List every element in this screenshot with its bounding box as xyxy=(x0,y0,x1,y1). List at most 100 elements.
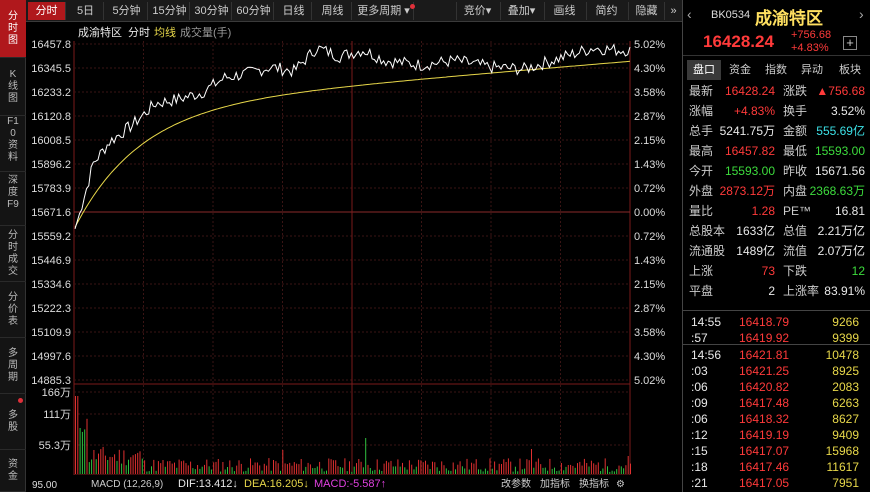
pct-tick-label: 3.58% xyxy=(634,327,665,339)
volume-bar xyxy=(109,456,111,474)
overlay-label: 叠加 xyxy=(507,5,530,17)
volume-bar xyxy=(346,471,348,474)
sidebar-item-7[interactable]: 多股 xyxy=(0,394,26,450)
volume-bar xyxy=(577,463,578,474)
volume-bar xyxy=(183,460,185,474)
volume-bar xyxy=(180,461,182,474)
volume-bar xyxy=(174,462,175,474)
period-5min[interactable]: 5分钟 xyxy=(106,2,148,20)
more-periods-dropdown[interactable]: 更多周期 ▾ xyxy=(354,2,414,20)
tick-volume: 7951 xyxy=(832,476,859,490)
volume-bar xyxy=(494,461,496,474)
volume-bar xyxy=(326,470,327,474)
volume-bar xyxy=(298,464,300,474)
overlay-dropdown[interactable]: 叠加▾ xyxy=(500,2,542,20)
period-week[interactable]: 周线 xyxy=(314,2,352,20)
volume-bar xyxy=(289,462,291,474)
period-day[interactable]: 日线 xyxy=(276,2,312,20)
sidebar-item-0[interactable]: 分时图 xyxy=(0,0,26,58)
volume-bar xyxy=(558,470,560,474)
current-price: 16428.24 xyxy=(703,32,774,51)
auction-dropdown[interactable]: 竞价▾ xyxy=(456,2,498,20)
volume-bar xyxy=(588,466,590,474)
sidebar-item-4[interactable]: 分时成交 xyxy=(0,226,26,282)
volume-bar xyxy=(93,450,95,474)
tick-price: 16420.82 xyxy=(739,380,790,394)
panel-tabs: 盘口 资金 指数 异动 板块 xyxy=(683,60,870,80)
macd-value: MACD:-5.587↑ xyxy=(314,478,386,490)
volume-bar xyxy=(164,466,166,474)
volume-bar xyxy=(514,466,516,474)
sidebar-item-8[interactable]: 资金 xyxy=(0,450,26,492)
legend-index-name: 成渝特区 xyxy=(78,25,122,39)
volume-bar xyxy=(438,470,440,474)
volume-bar xyxy=(625,465,627,474)
volume-bar xyxy=(551,468,553,474)
stats-table: 最新 16428.24 涨跌 ▲756.68 涨幅 +4.83% 换手 3.52% 总手 5241… xyxy=(683,82,870,310)
period-15min[interactable]: 15分钟 xyxy=(150,2,190,20)
volume-bar xyxy=(404,467,406,474)
period-30min[interactable]: 30分钟 xyxy=(192,2,232,20)
forward-chevron-icon[interactable]: › xyxy=(859,6,864,22)
switch-indicator-link[interactable]: 换指标 xyxy=(579,477,609,490)
volume-bar xyxy=(475,459,477,474)
draw-line-button[interactable]: 画线 xyxy=(544,2,584,20)
intraday-chart[interactable]: 16457.8 5.02% 16345.5 4.30% 16233.2 3.58% 1612… xyxy=(26,22,682,492)
macd-axis-label: 95.00 xyxy=(32,480,57,491)
volume-bar xyxy=(88,462,90,474)
tab-3[interactable]: 异动 xyxy=(801,64,823,76)
pct-tick-label: 5.02% xyxy=(634,375,665,387)
period-5day[interactable]: 5日 xyxy=(68,2,104,20)
tick-volume: 8627 xyxy=(832,412,859,426)
sidebar-item-6[interactable]: 多周期 xyxy=(0,338,26,394)
volume-bar xyxy=(512,471,514,474)
tab-0[interactable]: 盘口 xyxy=(687,60,721,80)
volume-bar xyxy=(620,466,622,474)
volume-bar xyxy=(91,459,93,474)
tick-price: 16421.81 xyxy=(739,348,790,362)
sidebar-item-5[interactable]: 分价表 xyxy=(0,282,26,338)
sidebar-item-3[interactable]: 深度F9 xyxy=(0,172,26,226)
volume-bar xyxy=(167,461,169,474)
tab-1[interactable]: 资金 xyxy=(729,64,751,76)
volume-bar xyxy=(455,469,456,474)
add-watchlist-icon[interactable]: + xyxy=(843,36,857,50)
sidebar-item-2[interactable]: F10资料 xyxy=(0,116,26,172)
volume-bar xyxy=(480,469,482,474)
volume-bar xyxy=(554,467,555,474)
add-indicator-link[interactable]: 加指标 xyxy=(540,477,570,490)
tick-price: 16417.07 xyxy=(739,444,790,458)
change-params-link[interactable]: 改参数 xyxy=(501,477,531,490)
expand-icon[interactable]: » xyxy=(664,2,682,20)
volume-bar xyxy=(204,464,205,474)
volume-tick-label: 55.3万 xyxy=(39,440,71,452)
more-periods-label: 更多周期 xyxy=(357,5,402,17)
settings-icon[interactable]: ⚙ xyxy=(616,479,625,490)
stat-label: 今开 xyxy=(689,164,714,178)
simple-mode-button[interactable]: 简约 xyxy=(586,2,626,20)
stats-row: 流通股 1489亿 流值 2.07万亿 xyxy=(683,242,870,261)
tick-volume: 15968 xyxy=(825,444,859,458)
volume-bar xyxy=(471,462,473,474)
period-60min[interactable]: 60分钟 xyxy=(234,2,274,20)
back-chevron-icon[interactable]: ‹ xyxy=(687,6,692,22)
tab-2[interactable]: 指数 xyxy=(765,64,787,76)
pct-tick-label: 2.87% xyxy=(634,303,665,315)
tick-time: :57 xyxy=(691,331,708,345)
stats-row: 上涨 73 下跌 12 xyxy=(683,262,870,281)
volume-bar xyxy=(408,460,410,474)
tick-price: 16417.48 xyxy=(739,396,790,410)
hide-button[interactable]: 隐藏 xyxy=(628,2,664,20)
tick-volume: 6263 xyxy=(832,396,859,410)
tab-4[interactable]: 板块 xyxy=(839,64,861,76)
period-fenshi[interactable]: 分时 xyxy=(28,2,66,20)
volume-bar xyxy=(160,463,162,474)
sidebar-item-1[interactable]: K线图 xyxy=(0,58,26,116)
volume-bar xyxy=(227,467,228,474)
macd-title[interactable]: MACD (12,26,9) xyxy=(91,479,163,490)
volume-bar xyxy=(134,454,136,474)
legend-avg: 均线 xyxy=(154,25,176,39)
price-line xyxy=(74,43,631,229)
volume-bar xyxy=(540,464,542,474)
volume-bar xyxy=(526,459,528,474)
